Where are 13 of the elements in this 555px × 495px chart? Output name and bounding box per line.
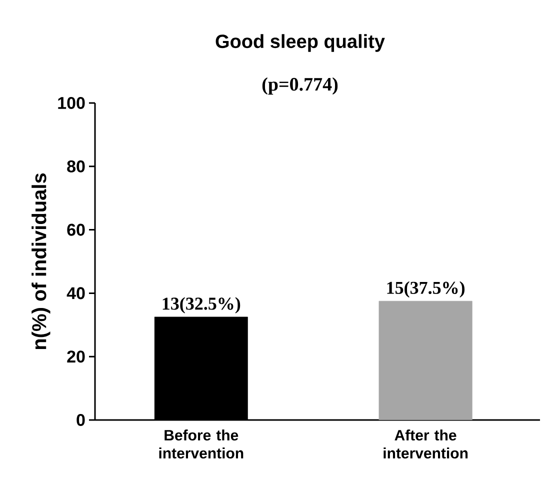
y-axis-title: n(%) of individuals	[32, 173, 50, 350]
data-label: 13(32.5%)	[162, 297, 240, 314]
data-label: 15(37.5%)	[387, 281, 465, 298]
y-tick-label: 100	[58, 96, 85, 110]
y-tick-label: 40	[66, 287, 85, 300]
x-tick-label: Before the intervention	[159, 430, 244, 459]
chart-subtitle: (p=0.774)	[262, 77, 338, 95]
y-tick-label: 0	[76, 414, 85, 426]
chart-title: Good sleep quality	[216, 34, 385, 52]
y-tick-label: 20	[67, 350, 85, 363]
y-tick-label: 80	[67, 160, 85, 172]
x-tick-label: After the intervention	[384, 430, 468, 459]
y-tick-label: 60	[67, 224, 85, 236]
